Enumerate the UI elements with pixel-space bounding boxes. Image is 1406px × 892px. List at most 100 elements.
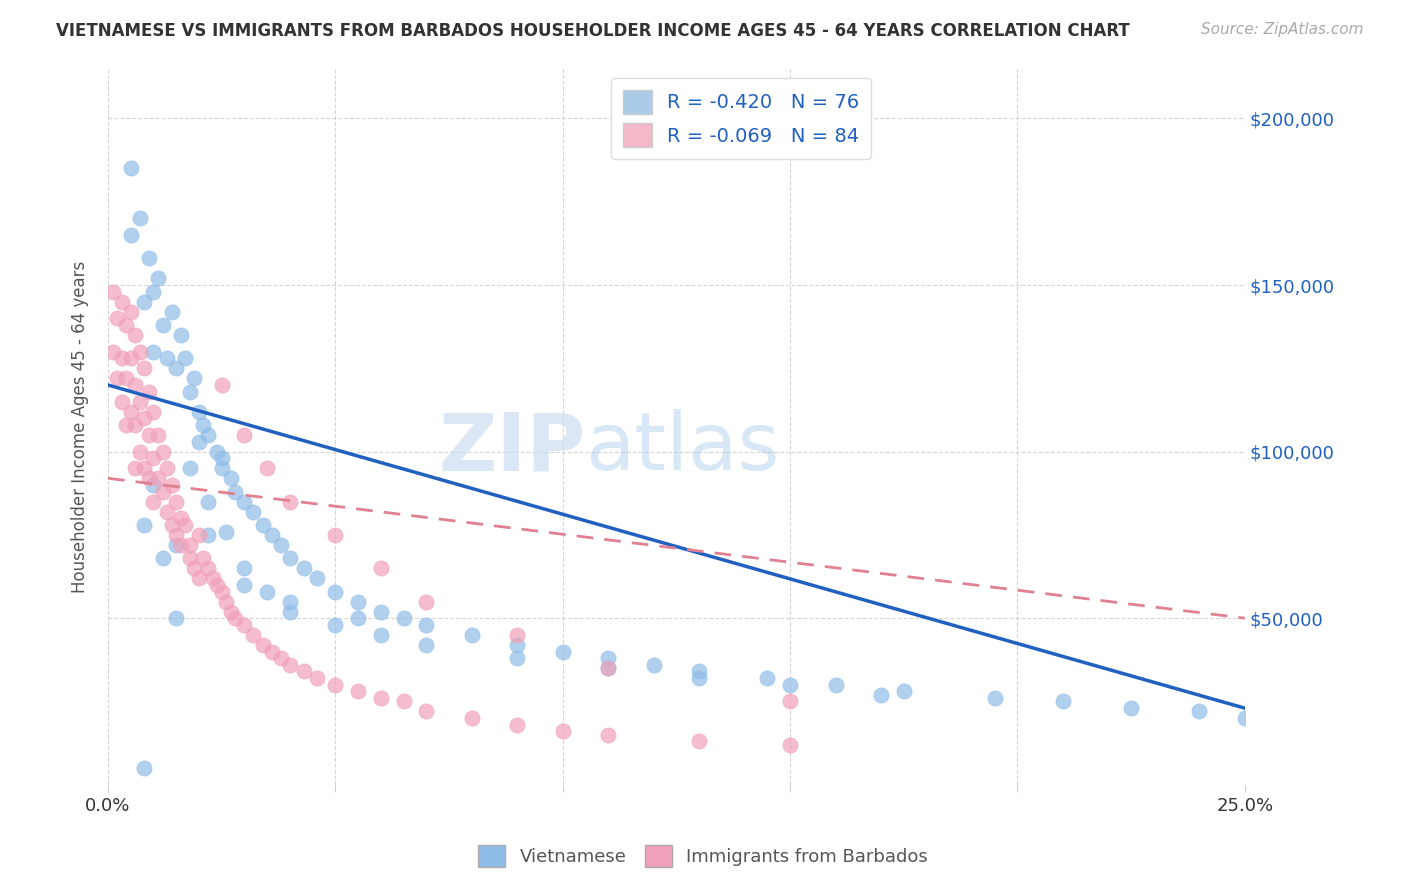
- Point: [870, 688, 893, 702]
- Point: [197, 494, 219, 508]
- Point: [160, 478, 183, 492]
- Point: [278, 657, 301, 672]
- Point: [138, 384, 160, 399]
- Point: [134, 361, 156, 376]
- Point: [215, 594, 238, 608]
- Point: [325, 584, 347, 599]
- Point: [165, 494, 187, 508]
- Point: [260, 528, 283, 542]
- Point: [893, 684, 915, 698]
- Point: [1119, 701, 1142, 715]
- Point: [152, 318, 174, 332]
- Legend: R = -0.420   N = 76, R = -0.069   N = 84: R = -0.420 N = 76, R = -0.069 N = 84: [612, 78, 872, 159]
- Point: [152, 444, 174, 458]
- Point: [101, 344, 124, 359]
- Point: [165, 528, 187, 542]
- Point: [160, 304, 183, 318]
- Point: [307, 671, 329, 685]
- Point: [415, 618, 437, 632]
- Point: [170, 511, 193, 525]
- Point: [643, 657, 665, 672]
- Point: [146, 428, 169, 442]
- Point: [415, 705, 437, 719]
- Point: [205, 444, 228, 458]
- Point: [156, 351, 179, 366]
- Point: [415, 594, 437, 608]
- Point: [124, 328, 146, 343]
- Point: [292, 561, 315, 575]
- Point: [138, 471, 160, 485]
- Point: [197, 428, 219, 442]
- Point: [101, 285, 124, 299]
- Point: [461, 628, 484, 642]
- Point: [134, 294, 156, 309]
- Point: [598, 661, 620, 675]
- Point: [170, 538, 193, 552]
- Point: [325, 618, 347, 632]
- Point: [115, 318, 138, 332]
- Point: [128, 344, 150, 359]
- Point: [598, 661, 620, 675]
- Point: [233, 428, 256, 442]
- Point: [307, 571, 329, 585]
- Y-axis label: Householder Income Ages 45 - 64 years: Householder Income Ages 45 - 64 years: [72, 260, 89, 593]
- Point: [370, 628, 392, 642]
- Point: [197, 561, 219, 575]
- Point: [506, 628, 529, 642]
- Point: [392, 694, 415, 708]
- Point: [111, 294, 134, 309]
- Point: [197, 528, 219, 542]
- Point: [120, 161, 142, 176]
- Point: [779, 738, 801, 752]
- Point: [142, 451, 165, 466]
- Point: [233, 618, 256, 632]
- Point: [347, 594, 370, 608]
- Point: [551, 724, 574, 739]
- Point: [120, 351, 142, 366]
- Point: [160, 517, 183, 532]
- Point: [256, 584, 278, 599]
- Point: [128, 211, 150, 226]
- Point: [278, 605, 301, 619]
- Point: [111, 394, 134, 409]
- Point: [156, 505, 179, 519]
- Point: [224, 484, 246, 499]
- Point: [142, 404, 165, 418]
- Point: [179, 384, 201, 399]
- Point: [224, 611, 246, 625]
- Point: [278, 594, 301, 608]
- Point: [233, 561, 256, 575]
- Point: [193, 551, 215, 566]
- Point: [219, 605, 242, 619]
- Point: [142, 344, 165, 359]
- Point: [179, 461, 201, 475]
- Point: [233, 494, 256, 508]
- Legend: Vietnamese, Immigrants from Barbados: Vietnamese, Immigrants from Barbados: [471, 838, 935, 874]
- Point: [215, 524, 238, 539]
- Point: [506, 651, 529, 665]
- Point: [120, 228, 142, 243]
- Point: [187, 434, 209, 449]
- Text: atlas: atlas: [585, 409, 780, 487]
- Point: [179, 538, 201, 552]
- Point: [1052, 694, 1074, 708]
- Point: [270, 538, 292, 552]
- Point: [779, 678, 801, 692]
- Point: [370, 561, 392, 575]
- Point: [688, 671, 710, 685]
- Point: [115, 417, 138, 432]
- Point: [211, 584, 233, 599]
- Point: [278, 494, 301, 508]
- Point: [134, 461, 156, 475]
- Point: [120, 404, 142, 418]
- Point: [392, 611, 415, 625]
- Point: [219, 471, 242, 485]
- Point: [983, 691, 1005, 706]
- Point: [179, 551, 201, 566]
- Point: [183, 561, 205, 575]
- Point: [187, 528, 209, 542]
- Point: [187, 404, 209, 418]
- Point: [201, 571, 224, 585]
- Point: [252, 517, 274, 532]
- Point: [688, 665, 710, 679]
